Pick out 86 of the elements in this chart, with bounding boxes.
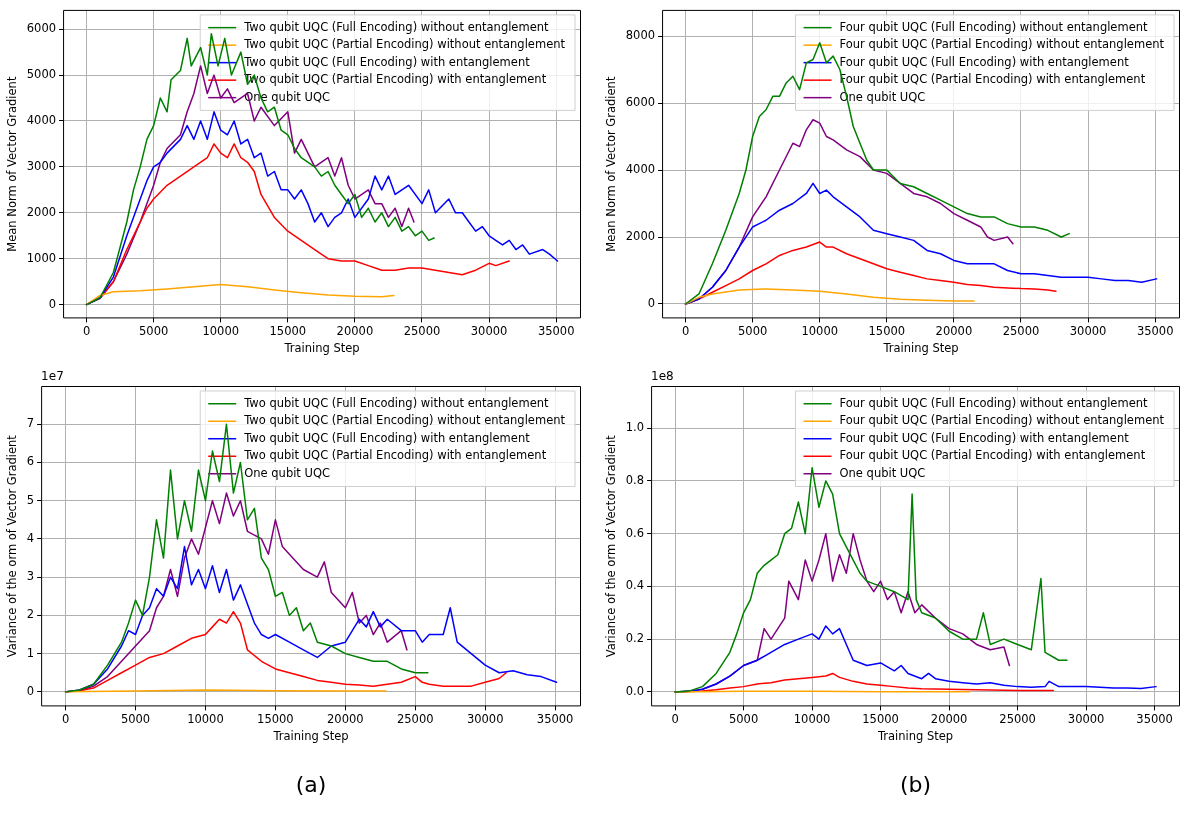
x-tick-label: 0 (61, 712, 70, 727)
y-tick-label: 1000 (26, 250, 57, 265)
x-tick-label: 25000 (1002, 324, 1040, 339)
x-tick-label: 30000 (470, 324, 508, 339)
x-tick-label: 35000 (1136, 324, 1174, 339)
x-tick-label: 0 (681, 324, 690, 339)
x-tick-label: 5000 (120, 712, 151, 727)
x-tick-label: 35000 (537, 324, 575, 339)
x-tick-label: 5000 (139, 324, 169, 339)
y-axis-title: Mean Norm of Vector Gradient (4, 76, 19, 252)
y-axis-title: Variance of the orm of Vector Gradient (4, 434, 19, 658)
y-tick-label: 1 (26, 645, 35, 660)
text: 1e7 (41, 369, 64, 384)
y-tick-label: 6 (26, 454, 35, 469)
y-tick-label: 0 (647, 295, 656, 310)
text: 1e8 (651, 369, 674, 384)
legend-label: Four qubit UQC (Full Encoding) without entanglement (839, 19, 1149, 34)
legend-label: Two qubit UQC (Full Encoding) with entanglement (243, 430, 531, 445)
legend-label: Two qubit UQC (Partial Encoding) without entanglement (243, 413, 566, 428)
y-tick-label: 4 (26, 530, 35, 545)
text: (a) (295, 772, 327, 797)
y-tick-label: 0.0 (625, 683, 645, 698)
x-tick-label: 20000 (930, 712, 968, 727)
legend-label: Two qubit UQC (Full Encoding) without entanglement (243, 19, 550, 34)
y-tick-label: 5 (26, 492, 35, 507)
x-tick-label: 30000 (1069, 324, 1107, 339)
legend-label: Four qubit UQC (Full Encoding) without entanglement (839, 395, 1149, 410)
x-tick-label: 0 (671, 712, 679, 727)
x-tick-label: 0 (82, 324, 91, 339)
legend-label: Four qubit UQC (Full Encoding) with entanglement (839, 54, 1130, 69)
x-axis-title: Training Step (876, 729, 954, 744)
legend-label: One qubit UQC (244, 465, 331, 480)
x-tick-label: 15000 (862, 712, 899, 727)
y-tick-label: 3 (26, 569, 35, 584)
y-axis-title: Variance of the orm of Vector Gradient (603, 434, 618, 658)
x-tick-label: 30000 (466, 712, 504, 727)
x-tick-label: 10000 (793, 712, 831, 727)
x-axis-title: Training Step (283, 341, 360, 356)
x-tick-label: 35000 (1136, 712, 1173, 727)
y-tick-label: 1.0 (625, 420, 645, 435)
x-tick-label: 10000 (187, 712, 224, 727)
y-axis-title: Mean Norm of Vector Gradient (603, 76, 618, 252)
x-tick-label: 35000 (536, 712, 574, 727)
legend-label: Two qubit UQC (Full Encoding) with entanglement (243, 54, 531, 69)
y-tick-label: 6000 (625, 95, 656, 109)
x-tick-label: 20000 (935, 324, 973, 339)
x-tick-label: 25000 (403, 324, 441, 339)
x-axis-title: Training Step (272, 729, 349, 744)
y-tick-label: 0.8 (625, 472, 645, 487)
x-axis-title: Training Step (882, 341, 959, 356)
y-tick-label: 8000 (625, 28, 656, 43)
x-tick-label: 25000 (396, 712, 434, 727)
x-tick-label: 15000 (269, 324, 307, 339)
x-tick-label: 5000 (728, 712, 759, 727)
x-tick-label: 10000 (202, 324, 240, 339)
legend-label: Four qubit UQC (Partial Encoding) without entanglement (839, 413, 1165, 428)
legend-label: Two qubit UQC (Partial Encoding) without entanglement (243, 37, 566, 52)
y-tick-label: 4000 (625, 162, 656, 176)
y-tick-label: 7 (26, 416, 35, 431)
x-tick-label: 25000 (999, 712, 1036, 727)
y-tick-label: 5000 (26, 67, 57, 82)
y-tick-label: 2000 (625, 228, 656, 243)
x-tick-label: 20000 (327, 712, 364, 727)
legend-label: Four qubit UQC (Partial Encoding) with entanglement (839, 448, 1146, 463)
x-tick-label: 30000 (1067, 712, 1105, 727)
y-tick-label: 3000 (26, 158, 57, 173)
legend-label: Two qubit UQC (Partial Encoding) with entanglement (243, 448, 547, 463)
y-tick-label: 0.2 (625, 631, 645, 646)
y-tick-label: 0 (48, 296, 57, 311)
legend-label: Two qubit UQC (Full Encoding) without entanglement (243, 395, 550, 410)
y-tick-label: 4000 (26, 112, 57, 127)
x-tick-label: 15000 (868, 324, 906, 339)
y-tick-label: 6000 (26, 21, 57, 36)
y-tick-label: 2000 (26, 204, 57, 219)
legend-label: Four qubit UQC (Partial Encoding) without entanglement (839, 37, 1165, 52)
legend-label: Four qubit UQC (Full Encoding) with entanglement (839, 430, 1130, 445)
legend-label: One qubit UQC (839, 465, 926, 480)
y-tick-label: 0 (26, 683, 35, 698)
x-tick-label: 5000 (738, 324, 768, 339)
text: (b) (899, 772, 932, 797)
x-tick-label: 15000 (257, 712, 294, 727)
y-tick-label: 0.6 (625, 525, 645, 540)
x-tick-label: 20000 (336, 324, 374, 339)
y-tick-label: 2 (26, 607, 35, 622)
x-tick-label: 10000 (801, 324, 839, 339)
y-tick-label: 0.4 (625, 578, 645, 593)
